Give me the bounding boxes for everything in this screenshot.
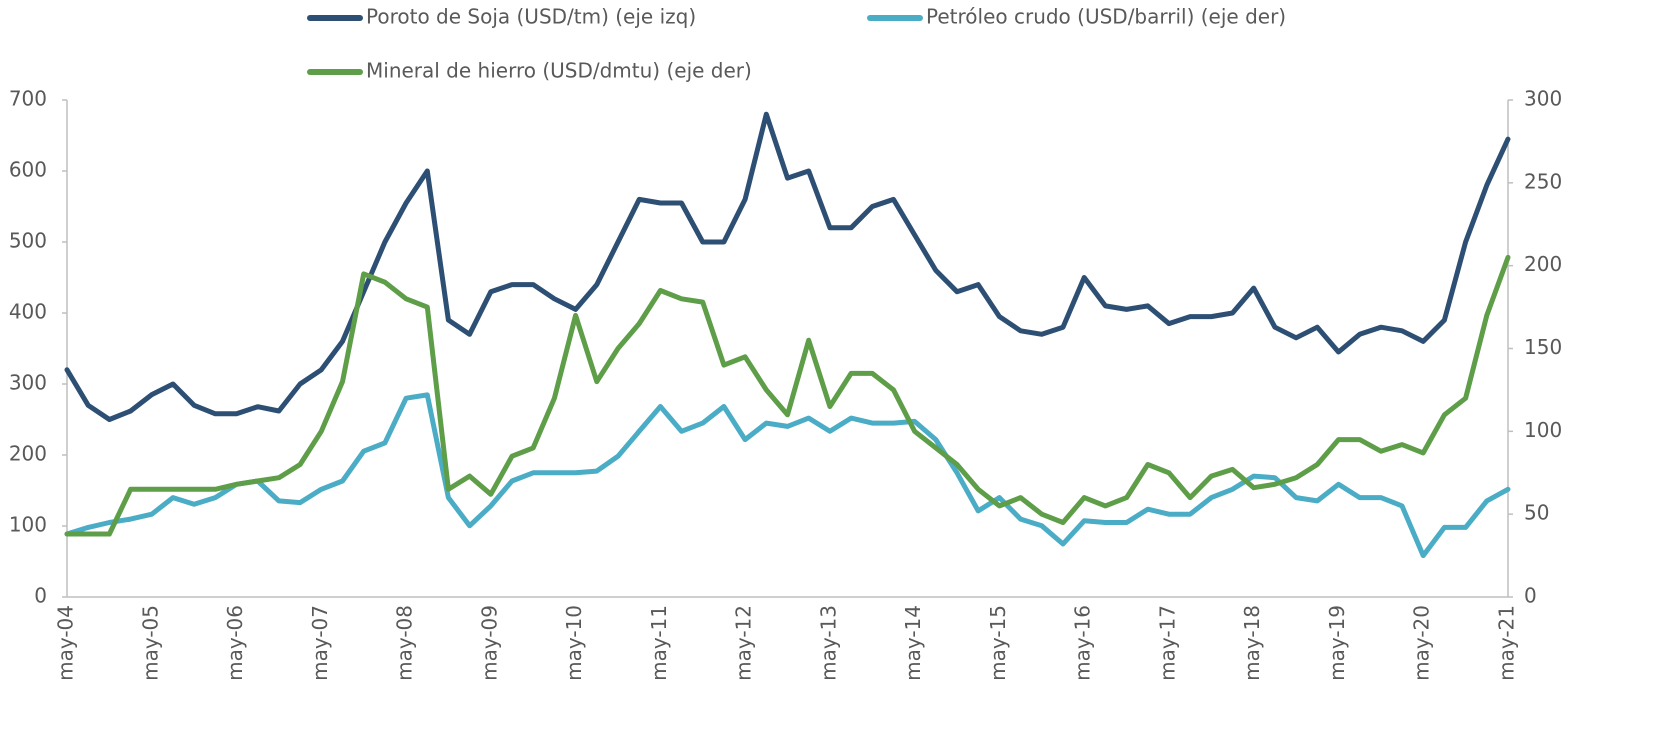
x-tick-label: may-17 [1155, 605, 1179, 681]
x-tick-label: may-16 [1071, 605, 1095, 681]
x-tick-label: may-11 [647, 605, 671, 681]
y-tick-label: 0 [34, 584, 47, 608]
x-tick-label: may-15 [986, 605, 1010, 681]
x-tick-label: may-06 [223, 605, 247, 681]
x-tick-label: may-07 [308, 605, 332, 681]
x-tick-label: may-09 [477, 605, 501, 681]
x-tick-label: may-13 [816, 605, 840, 681]
legend-label: Poroto de Soja (USD/tm) (eje izq) [366, 5, 696, 29]
y2-tick-label: 300 [1524, 87, 1562, 111]
y-tick-label: 100 [9, 513, 47, 537]
x-tick-label: may-14 [901, 605, 925, 681]
y-tick-label: 600 [9, 158, 47, 182]
x-tick-label: may-12 [732, 605, 756, 681]
series-line [64, 254, 1511, 537]
y2-tick-label: 200 [1524, 252, 1562, 276]
y-tick-label: 700 [9, 87, 47, 111]
x-tick-label: may-21 [1495, 605, 1519, 681]
x-tick-label: may-20 [1410, 605, 1434, 681]
x-tick-label: may-04 [54, 605, 78, 681]
y-tick-label: 300 [9, 371, 47, 395]
series-line [64, 392, 1511, 559]
y-tick-label: 500 [9, 229, 47, 253]
y2-tick-label: 150 [1524, 335, 1562, 359]
y-tick-label: 400 [9, 300, 47, 324]
legend-label: Petróleo crudo (USD/barril) (eje der) [926, 5, 1286, 29]
x-tick-label: may-08 [393, 605, 417, 681]
x-tick-label: may-10 [562, 605, 586, 681]
legend-label: Mineral de hierro (USD/dmtu) (eje der) [366, 59, 752, 83]
x-tick-label: may-18 [1240, 605, 1264, 681]
x-tick-label: may-05 [138, 605, 162, 681]
series-line [64, 111, 1511, 422]
y2-tick-label: 50 [1524, 501, 1549, 525]
y-tick-label: 200 [9, 442, 47, 466]
y2-tick-label: 100 [1524, 418, 1562, 442]
y2-tick-label: 0 [1524, 584, 1537, 608]
x-tick-label: may-19 [1325, 605, 1349, 681]
y2-tick-label: 250 [1524, 169, 1562, 193]
